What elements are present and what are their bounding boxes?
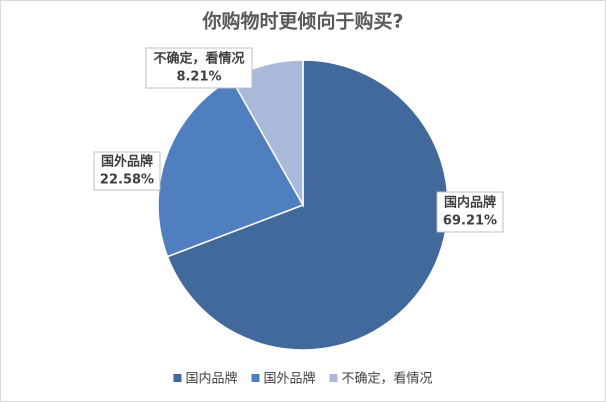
data-label-value: 69.21% (443, 214, 497, 229)
chart-title: 你购物时更倾向于购买? (201, 10, 403, 33)
legend-label: 国外品牌 (263, 371, 315, 387)
data-label-box (145, 47, 253, 89)
legend-label: 国内品牌 (185, 371, 237, 387)
legend: 国内品牌 国外品牌 不确定，看情况 (173, 371, 433, 387)
data-label-value: 8.21% (176, 70, 221, 85)
legend-marker (329, 374, 338, 382)
data-label-value: 22.58% (100, 173, 154, 188)
data-label-name: 国外品牌 (101, 154, 153, 170)
data-label-name: 不确定，看情况 (153, 51, 244, 67)
data-label-box (93, 151, 161, 191)
data-label-name: 国内品牌 (444, 195, 496, 211)
legend-marker (251, 374, 260, 382)
legend-marker (173, 374, 182, 382)
data-label-box (436, 191, 504, 233)
pie-slice (166, 59, 449, 351)
pie-slice (157, 77, 305, 258)
legend-label: 不确定，看情况 (342, 371, 433, 387)
